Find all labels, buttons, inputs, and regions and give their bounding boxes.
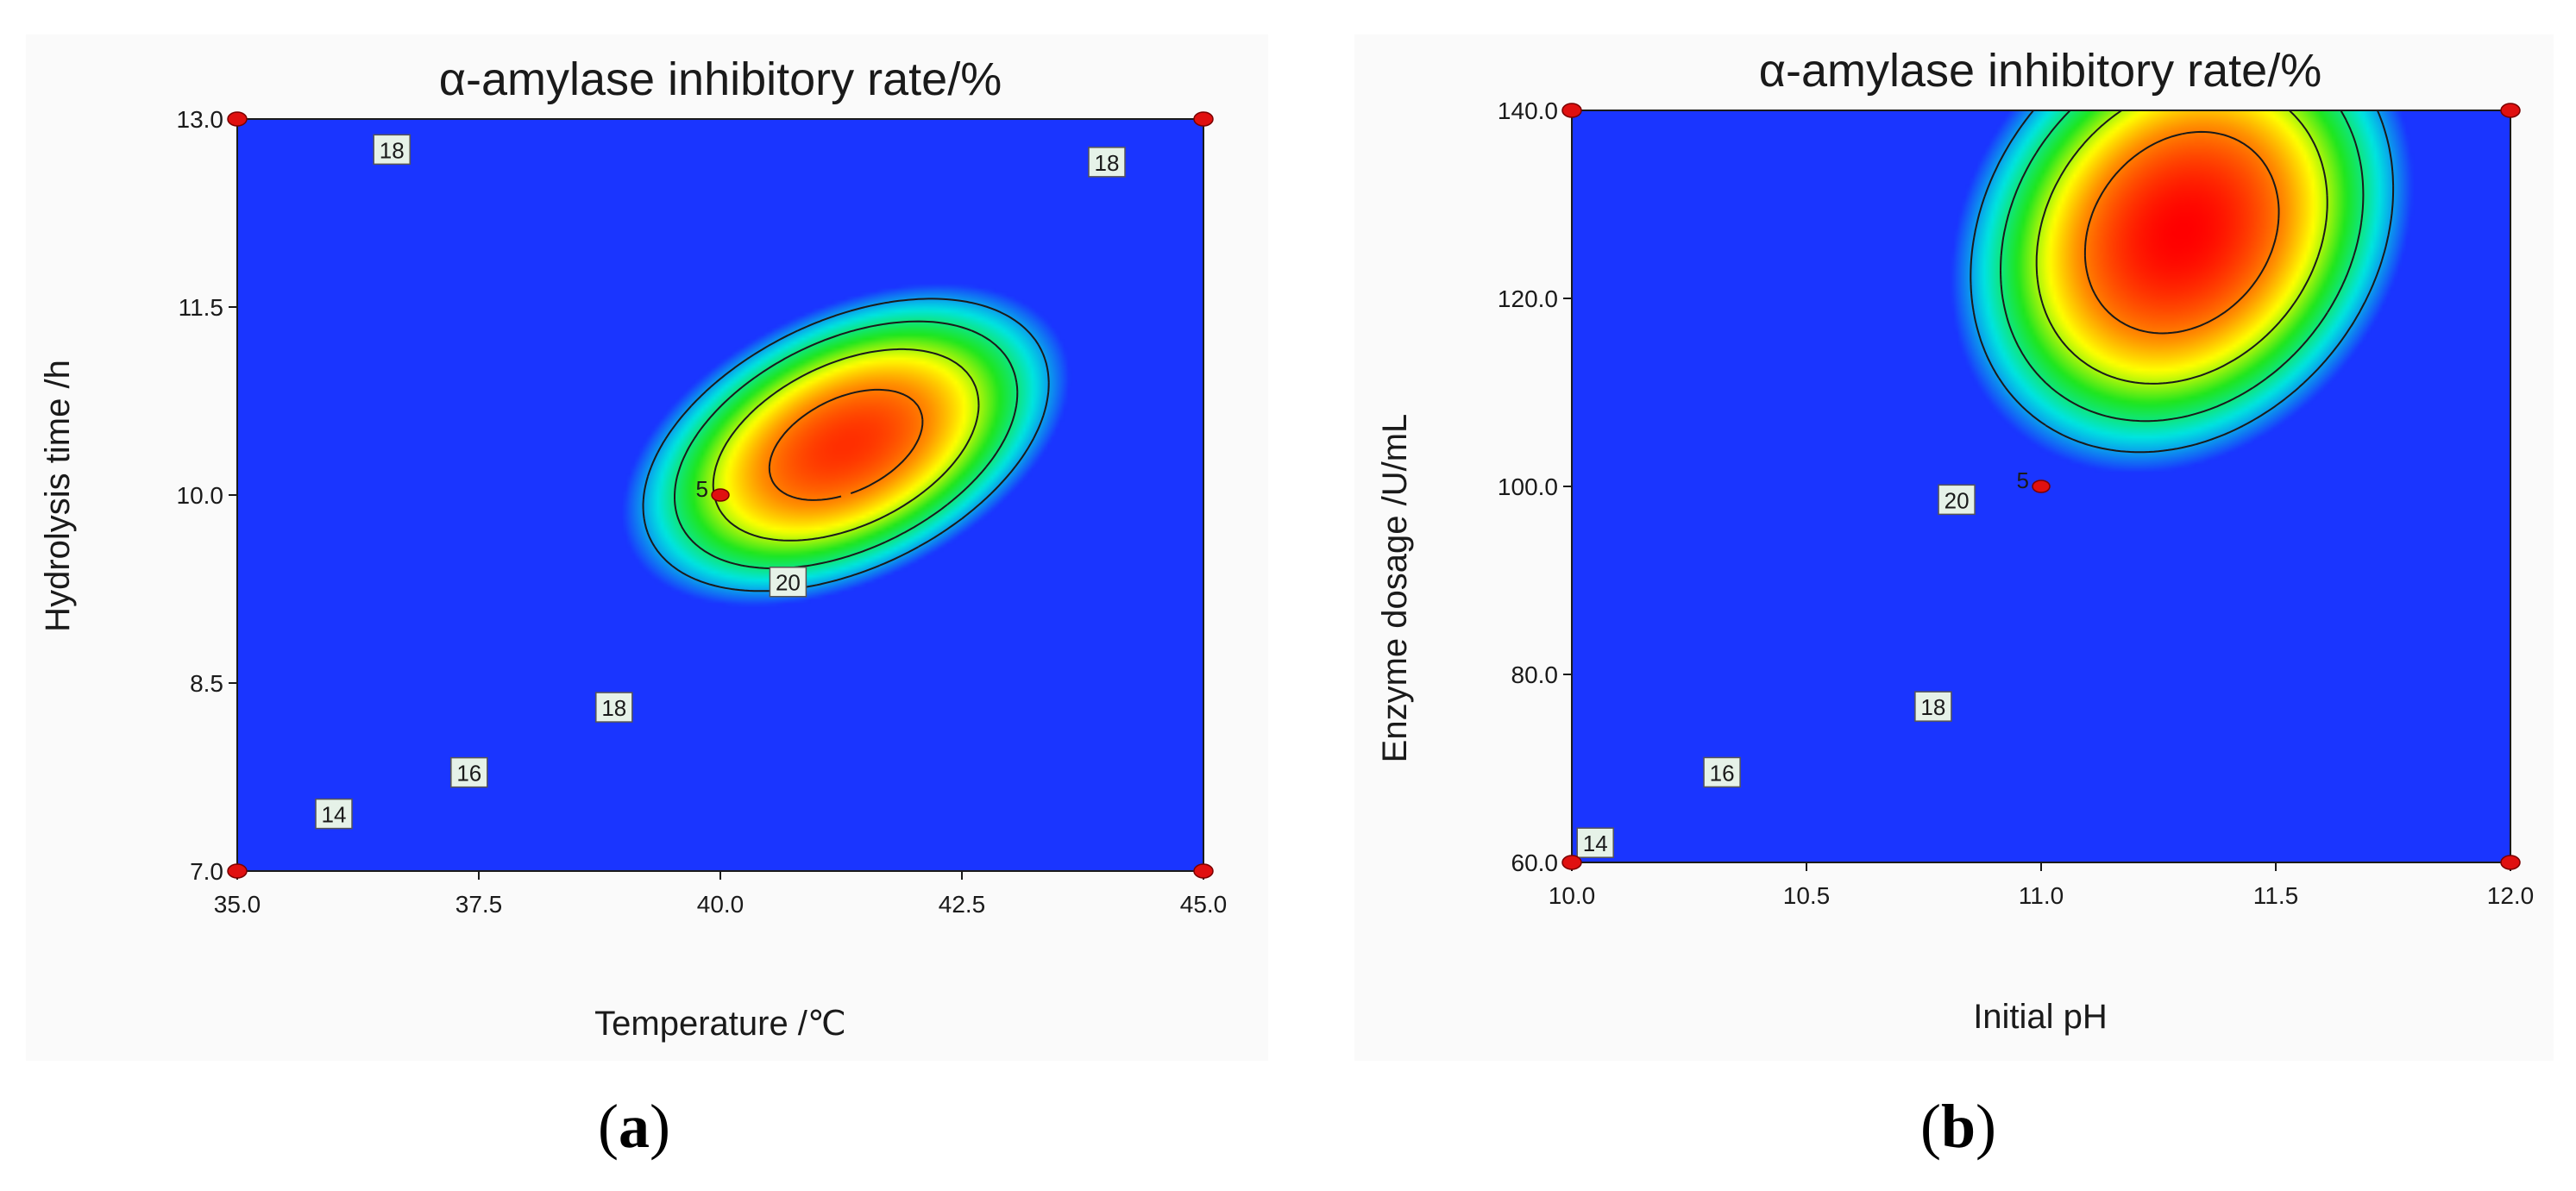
center-point-label-a: 5 — [696, 476, 708, 502]
chart-b-x-axis-label: Initial pH — [1973, 998, 2108, 1036]
contour-label-text: 18 — [380, 137, 405, 163]
contour-label-18-a: 18 — [595, 692, 633, 723]
contour-label-text: 18 — [1920, 694, 1945, 720]
contour-label-18-a: 18 — [373, 134, 411, 166]
y-tick-label-a: 8.5 — [190, 670, 223, 697]
contour-line-20-a — [768, 388, 924, 501]
chart-a-title: α-amylase inhibitory rate/% — [439, 53, 1002, 105]
chart-a-y-axis-label: Hydrolysis time /h — [39, 360, 77, 632]
x-tick-label-a: 37.5 — [456, 891, 503, 918]
y-tick-label-b: 120.0 — [1498, 285, 1558, 312]
plot-area-a: 35.0 37.5 40.0 42.5 45.0 7.0 8.5 10.0 11.5 13.0 18… — [177, 106, 1228, 918]
panel-tag-b-letter: b — [1941, 1092, 1976, 1161]
contour-label-16-a: 16 — [450, 756, 488, 788]
chart-a-x-axis-label: Temperature /℃ — [594, 1005, 846, 1043]
x-tick-label-a: 40.0 — [697, 891, 745, 918]
design-point-b — [1561, 855, 1582, 870]
contour-label-20-b: 20 — [1938, 484, 1976, 516]
contour-line-18-b — [2035, 110, 2328, 385]
contour-line-14-a — [642, 298, 1050, 592]
contour-label-box — [373, 134, 411, 166]
chart-panel-b: α-amylase inhibitory rate/% 10.0 10.5 11.0… — [1354, 34, 2554, 1061]
x-tick-label-a: 35.0 — [214, 891, 261, 918]
x-tick-label-b: 11.5 — [2253, 882, 2298, 909]
contour-label-18-b: 18 — [1914, 691, 1952, 722]
contour-label-14-a: 14 — [315, 798, 353, 830]
design-point-a — [227, 863, 248, 879]
contour-label-text: 20 — [1945, 487, 1970, 513]
contour-label-text: 16 — [456, 761, 481, 787]
contour-label-text: 14 — [1583, 831, 1608, 856]
contour-label-text: 16 — [1710, 760, 1735, 786]
y-tick-label-b: 100.0 — [1498, 473, 1558, 500]
center-point-a — [711, 488, 730, 502]
y-tick-label-a: 7.0 — [190, 858, 223, 885]
panel-tag-b: (b) — [1920, 1092, 1996, 1161]
y-tick-label-b: 60.0 — [1511, 849, 1559, 876]
contour-line-16-a — [674, 320, 1019, 570]
contour-label-box — [769, 566, 807, 598]
x-tick-label-b: 10.5 — [1783, 882, 1831, 909]
contour-label-text: 18 — [601, 695, 626, 721]
contour-label-text: 18 — [1095, 150, 1120, 176]
chart-b-y-axis-label: Enzyme dosage /U/mL — [1376, 414, 1414, 763]
y-tick-label-b: 140.0 — [1498, 97, 1558, 124]
contour-label-box — [1914, 691, 1952, 722]
x-tick-label-a: 42.5 — [939, 891, 986, 918]
chart-b-title: α-amylase inhibitory rate/% — [1759, 45, 2322, 97]
design-point-b — [1561, 103, 1582, 118]
y-tick-label-a: 13.0 — [177, 106, 224, 133]
chart-panel-a: α-amylase inhibitory rate/% 35.0 37.5 40.0… — [26, 34, 1268, 1061]
contour-label-box — [1088, 147, 1126, 178]
center-point-b — [2032, 480, 2051, 493]
x-tick-label-b: 12.0 — [2487, 882, 2535, 909]
x-tick-label-a: 45.0 — [1180, 891, 1228, 918]
design-point-a — [1193, 863, 1214, 879]
contour-label-text: 14 — [322, 802, 347, 828]
x-tick-label-b: 11.0 — [2019, 882, 2064, 909]
panel-tag-a: (a) — [598, 1092, 670, 1161]
contour-line-20-b — [2083, 130, 2280, 335]
design-point-b — [2500, 855, 2521, 870]
contour-label-box — [450, 756, 488, 788]
contour-label-14-b: 14 — [1576, 827, 1614, 858]
y-tick-label-a: 11.5 — [179, 294, 223, 321]
design-point-b — [2500, 103, 2521, 118]
contour-line-14-b — [1970, 110, 2395, 454]
contour-label-20-a: 20 — [769, 566, 807, 598]
design-point-a — [227, 111, 248, 127]
design-point-a — [1193, 111, 1214, 127]
plot-area-b: 10.0 10.5 11.0 11.5 12.0 60.0 80.0 100.0 120.0 14… — [1498, 97, 2534, 909]
contour-label-box — [1938, 484, 1976, 516]
contour-label-18-a: 18 — [1088, 147, 1126, 178]
contour-label-16-b: 16 — [1703, 756, 1741, 788]
contour-label-text: 20 — [776, 570, 801, 596]
contour-label-box — [1703, 756, 1741, 788]
contour-line-18-a — [712, 348, 980, 542]
contour-label-box — [1576, 827, 1614, 858]
contour-label-box — [315, 798, 353, 830]
y-tick-label-a: 10.0 — [177, 482, 224, 509]
contour-line-16-b — [2000, 110, 2365, 423]
center-point-label-b: 5 — [2017, 467, 2029, 493]
panel-tag-a-letter: a — [619, 1092, 650, 1161]
x-tick-label-b: 10.0 — [1549, 882, 1596, 909]
contour-label-box — [595, 692, 633, 723]
y-tick-label-b: 80.0 — [1511, 661, 1559, 688]
